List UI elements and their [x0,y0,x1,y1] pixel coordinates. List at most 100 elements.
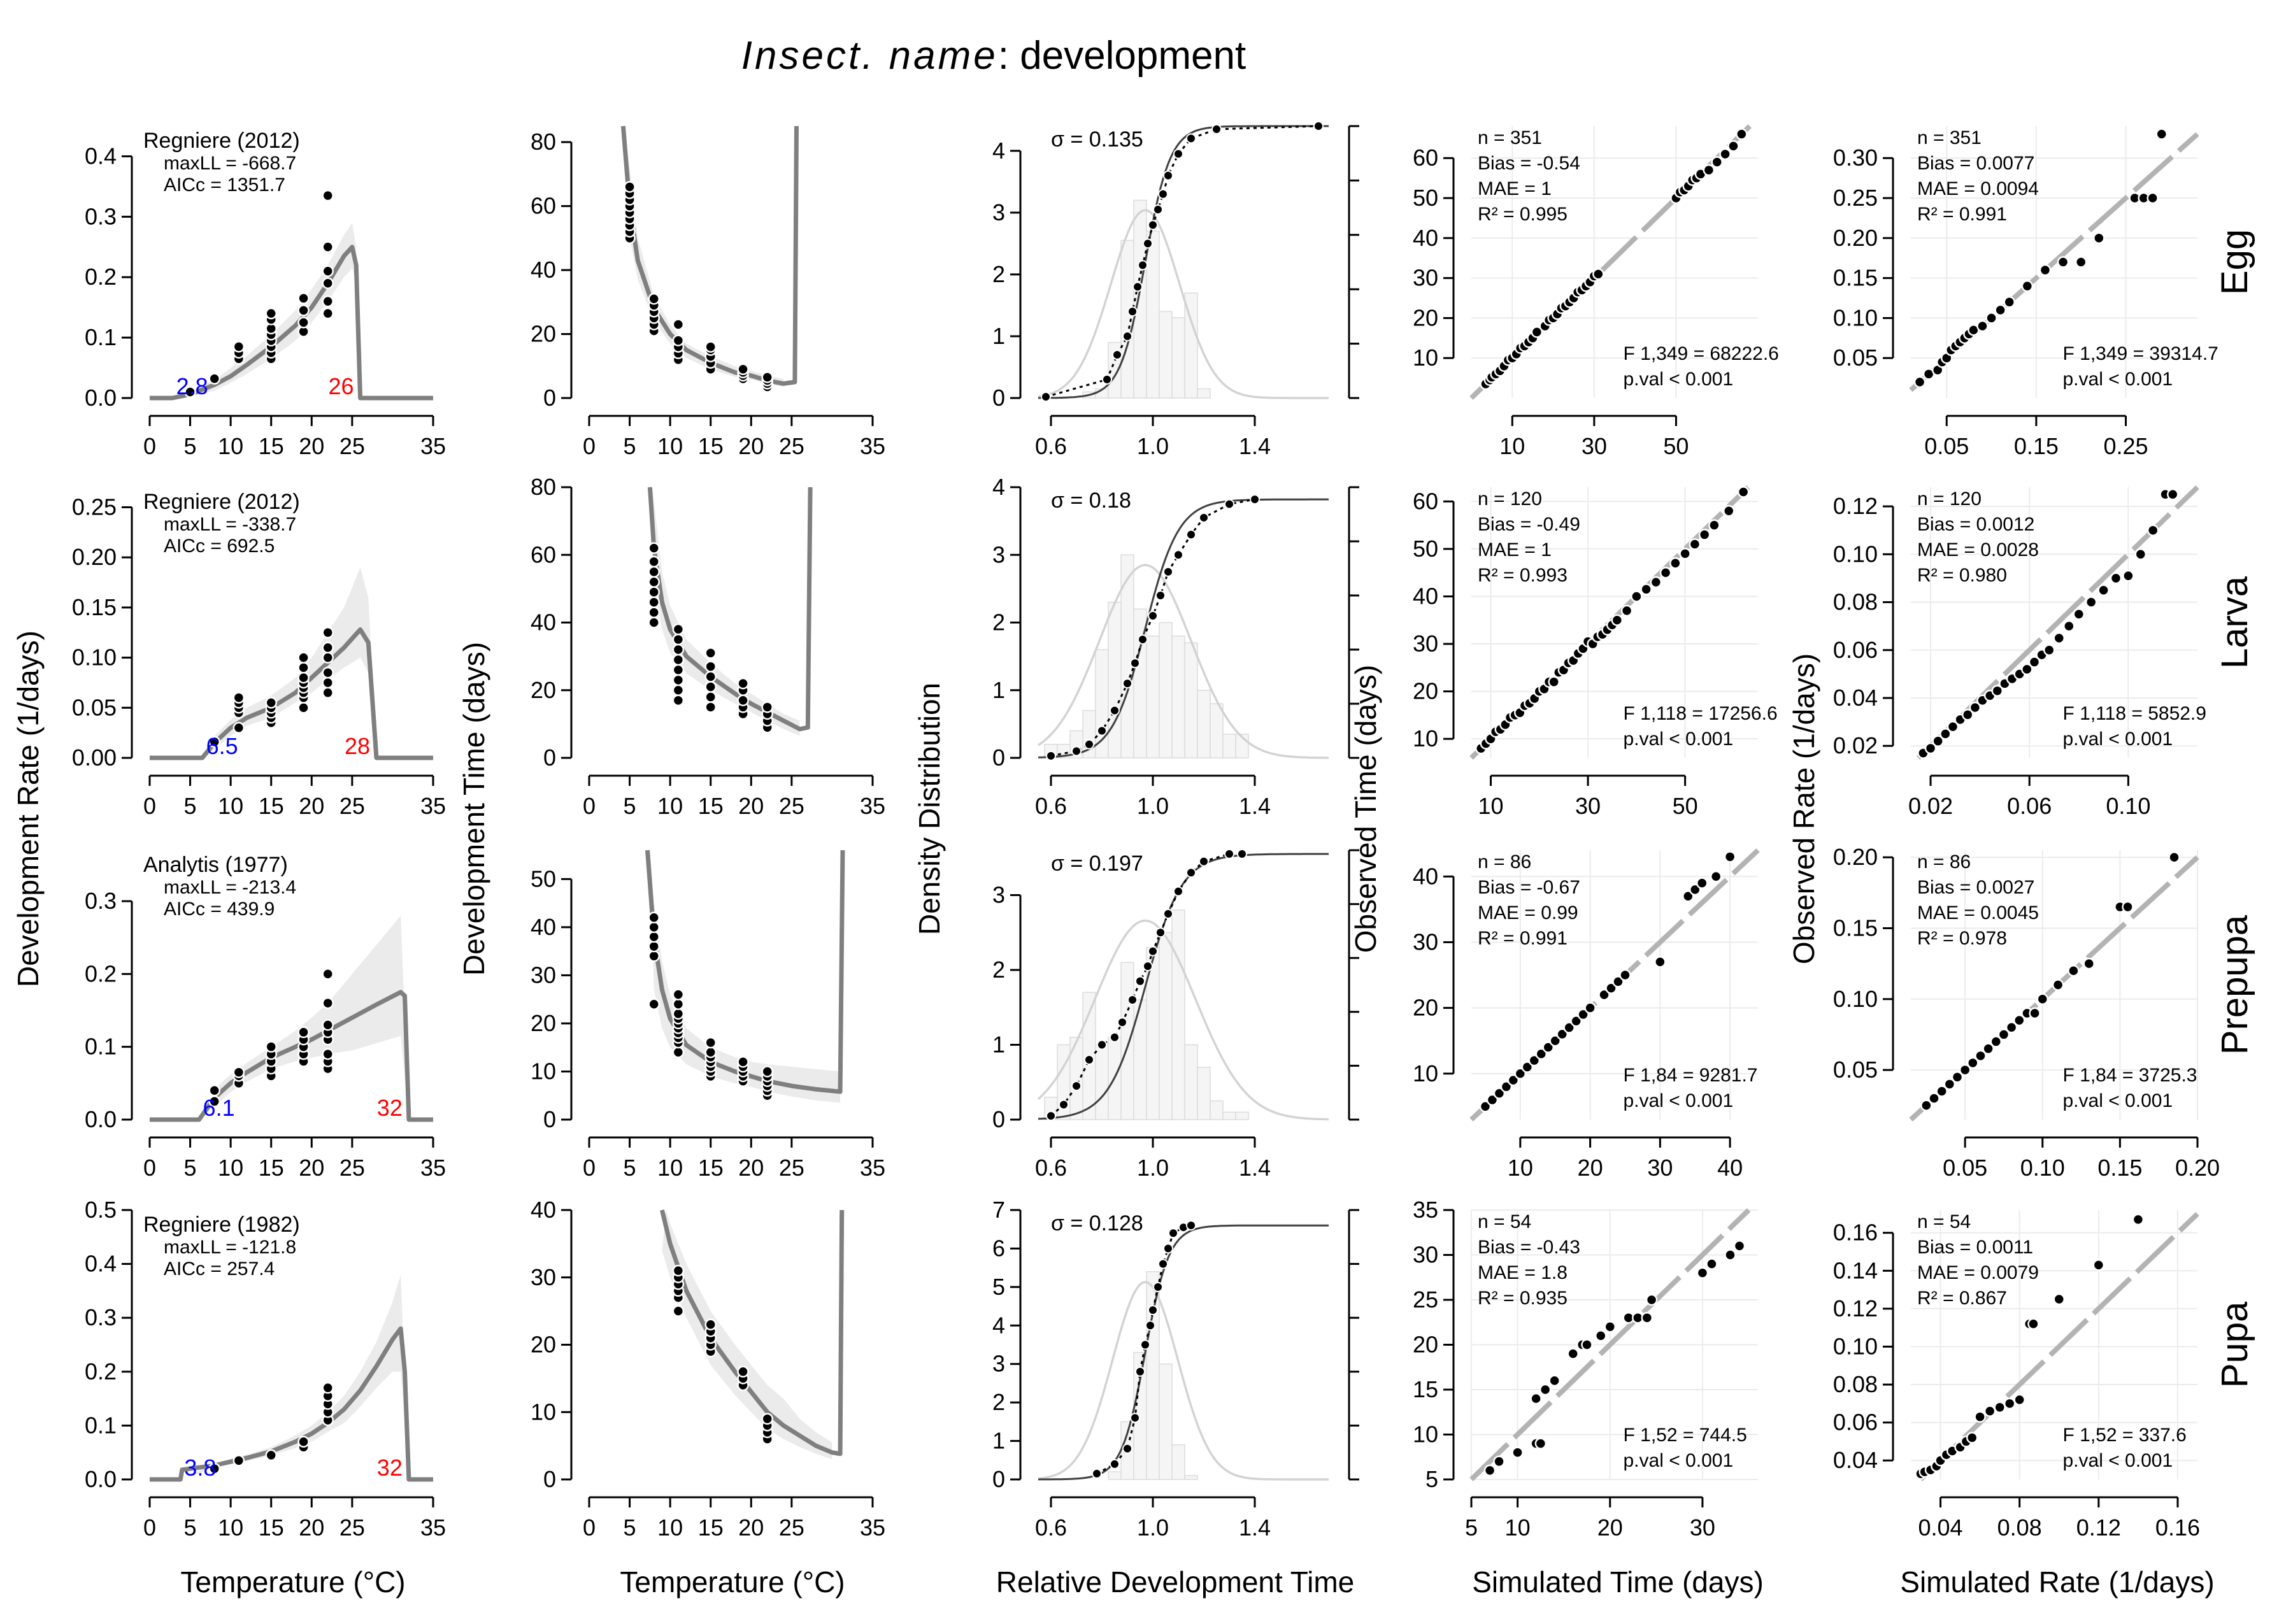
x-tick-label: 35 [860,1514,885,1541]
y-tick-label: 0.1 [85,1034,117,1060]
y-tick-label: 30 [1413,630,1438,657]
data-point [297,1026,310,1039]
x-tick-label: 10 [218,433,243,459]
data-point [1604,1321,1616,1333]
y-tick-label: 3 [992,1351,1005,1377]
cumulative-curve [1038,853,1329,1120]
data-point [2043,644,2055,657]
cumulative-curve [1038,498,1329,759]
x-tick-label: 20 [299,1514,324,1541]
y-tick-label: 0.10 [72,645,117,671]
data-point [1535,1048,1548,1060]
y-tick-label: 0.04 [1833,1447,1878,1473]
data-point [704,681,717,693]
data-point [1920,1099,1932,1111]
y-tick-label: 2 [992,957,1005,983]
y-tick-label: 0.05 [72,694,117,720]
data-point [1581,1339,1593,1351]
x-tick-label: 1.0 [1137,433,1169,459]
plot-area [1911,485,2199,760]
data-point [1924,742,1937,755]
histogram-bar [1210,703,1224,759]
y-tick-label: 0.15 [72,594,117,620]
stat-line: n = 351 [1478,127,1542,148]
y-tick-label: 40 [1413,863,1438,889]
y-tick-label: 0.16 [1833,1220,1878,1246]
data-point [1186,1220,1196,1231]
data-point [1130,1413,1140,1423]
x-tick-label: 0 [143,433,156,459]
x-tick-label: 15 [698,1155,724,1181]
y-tick-label: 20 [531,1010,556,1036]
y-tick-label: 30 [531,1264,556,1290]
stat-line: Bias = -0.67 [1478,877,1580,898]
data-point [322,676,334,689]
data-point [1733,1240,1746,1252]
data-point [1130,658,1140,669]
ftest-line: p.val < 0.001 [1624,729,1734,750]
density-curve [1038,209,1329,399]
empirical-cdf [1045,125,1319,398]
x-tick-label: 5 [184,1514,197,1541]
x-tick-label: 15 [698,793,724,819]
data-point [1148,1305,1158,1316]
stat-line: n = 120 [1478,488,1542,509]
data-point [1997,1029,2010,1041]
data-point [322,189,334,202]
y-tick-label: 0.0 [85,1466,117,1492]
data-point [232,341,245,353]
data-point [322,265,334,277]
data-point [232,1066,245,1078]
y-tick-label: 0.0 [85,1106,117,1132]
y-tick-label: 40 [531,914,556,940]
data-point [737,1056,749,1068]
x-tick-label: 35 [420,793,446,819]
data-point [672,674,685,687]
histogram-bar [1159,622,1173,759]
data-point [1689,883,1701,896]
data-point [1521,1061,1534,1073]
x-tick-label: 0 [583,433,596,459]
y-tick-label: 0.10 [1833,986,1878,1012]
y-tick-label: 40 [531,1197,556,1223]
data-point [1046,750,1056,761]
data-point [1132,281,1143,292]
panel-rate: 0.0 0.1 0.2 0.3 0.4 0 5 10 15 20 25 35 Regniere (201… [85,129,446,459]
data-point [1493,1087,1506,1099]
panel-obs-rate: 0.05 0.10 0.15 0.20 0.05 0.10 0.15 0.20 n = 86 Bi… [1833,844,2220,1181]
data-point [322,295,334,308]
plot-area [1038,494,1329,761]
x-tick-label: 50 [1663,433,1689,459]
x-tick-label: 0.10 [2106,793,2150,819]
data-point [1153,1281,1163,1292]
y-tick-label: 0.15 [1833,265,1878,291]
histogram-bar [1095,1044,1109,1120]
data-point [1650,576,1662,588]
histogram-bar [1197,1067,1211,1120]
y-tick-label: 0.25 [1833,185,1878,211]
data-point [1059,1099,1069,1110]
data-point [1145,1320,1155,1331]
x-tick-label: 25 [779,1155,804,1181]
data-point [322,687,334,699]
y-tick-label: 40 [531,257,556,283]
data-point [672,318,685,331]
plot-area [150,189,433,401]
data-point [1493,1455,1505,1468]
x-tick-label: 5 [624,433,636,459]
data-point [1936,1085,1948,1097]
y-tick-label: 25 [1413,1286,1438,1313]
data-point [1186,529,1196,540]
y-axis-title: Observed Rate (1/days) [1787,653,1820,964]
data-point [704,671,717,683]
data-point [322,641,334,654]
histogram-bar [1108,601,1122,759]
y-tick-label: 3 [992,541,1005,567]
data-point [2122,569,2134,582]
data-point [1961,709,1974,721]
x-tick-label: 10 [657,1155,683,1181]
tmax-label: 32 [377,1455,403,1481]
y-tick-label: 0.1 [85,1412,117,1438]
plot-area [1469,485,1758,760]
